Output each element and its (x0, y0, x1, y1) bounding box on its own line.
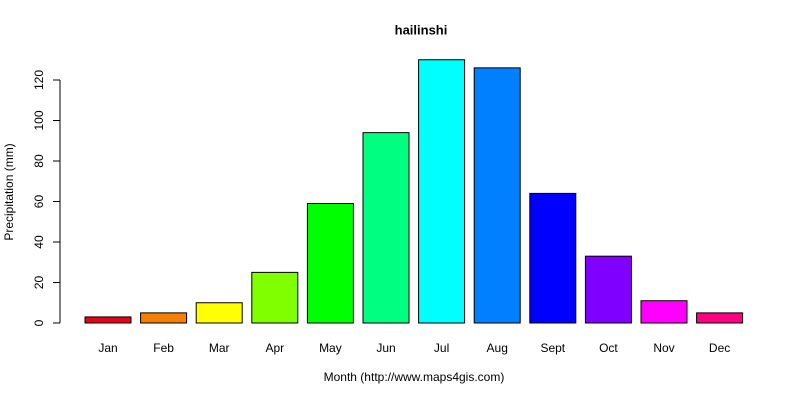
x-axis-label: Month (http://www.maps4gis.com) (324, 370, 505, 384)
bar (306, 203, 354, 324)
bar (473, 67, 521, 324)
x-tick-label: Sept (540, 341, 565, 355)
bar (640, 300, 688, 324)
x-tick-label: Mar (209, 341, 230, 355)
y-tick-label: 120 (32, 70, 46, 90)
chart-title: hailinshi (395, 22, 448, 37)
x-tick-label: Dec (709, 341, 730, 355)
x-tick-label: Aug (487, 341, 508, 355)
y-tick-label: 20 (32, 276, 46, 290)
y-tick-label: 60 (32, 195, 46, 209)
y-axis-label: Precipitation (mm) (2, 143, 16, 240)
bar (195, 302, 243, 324)
bar (140, 312, 188, 324)
x-tick-label: Oct (599, 341, 618, 355)
x-tick-label: Jul (434, 341, 449, 355)
bar (696, 312, 744, 324)
bar (251, 271, 299, 324)
x-tick-label: Nov (653, 341, 674, 355)
bar (84, 316, 132, 324)
bar (362, 132, 410, 324)
y-tick-label: 40 (32, 235, 46, 249)
x-tick-label: Feb (153, 341, 174, 355)
y-tick-label: 100 (32, 110, 46, 130)
x-tick-label: Apr (265, 341, 284, 355)
x-tick-label: Jan (98, 341, 117, 355)
x-tick-label: May (319, 341, 342, 355)
bar (529, 192, 577, 324)
bar (418, 59, 466, 324)
bar (584, 255, 632, 324)
y-tick-label: 0 (32, 319, 46, 326)
y-tick-label: 80 (32, 154, 46, 168)
x-tick-label: Jun (376, 341, 395, 355)
